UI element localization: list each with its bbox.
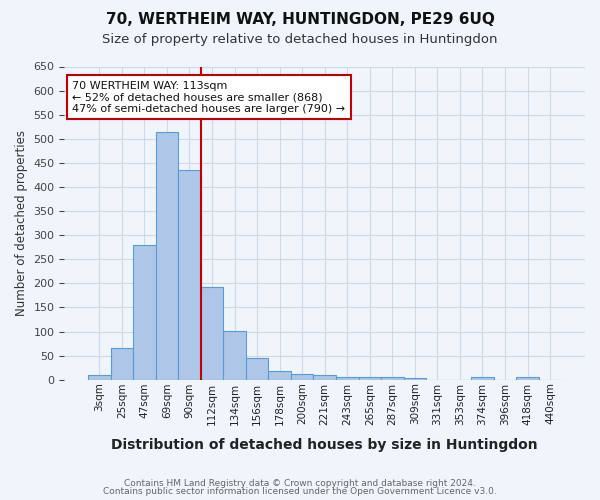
Text: Contains HM Land Registry data © Crown copyright and database right 2024.: Contains HM Land Registry data © Crown c… [124, 478, 476, 488]
Bar [516, 378, 539, 380]
Bar [268, 370, 291, 380]
Text: 70 WERTHEIM WAY: 113sqm
← 52% of detached houses are smaller (868)
47% of semi-d: 70 WERTHEIM WAY: 113sqm ← 52% of detache… [72, 80, 346, 114]
Bar [201, 286, 223, 380]
Bar [471, 378, 494, 380]
Y-axis label: Number of detached properties: Number of detached properties [15, 130, 28, 316]
Text: Size of property relative to detached houses in Huntingdon: Size of property relative to detached ho… [102, 32, 498, 46]
Text: 70, WERTHEIM WAY, HUNTINGDON, PE29 6UQ: 70, WERTHEIM WAY, HUNTINGDON, PE29 6UQ [106, 12, 494, 28]
Bar [133, 245, 155, 380]
Bar [178, 170, 201, 380]
Bar [381, 378, 404, 380]
Text: Contains public sector information licensed under the Open Government Licence v3: Contains public sector information licen… [103, 488, 497, 496]
Bar [223, 330, 246, 380]
X-axis label: Distribution of detached houses by size in Huntingdon: Distribution of detached houses by size … [112, 438, 538, 452]
Bar [313, 376, 336, 380]
Bar [110, 348, 133, 380]
Bar [291, 374, 313, 380]
Bar [359, 378, 381, 380]
Bar [246, 358, 268, 380]
Bar [404, 378, 426, 380]
Bar [336, 377, 359, 380]
Bar [88, 375, 110, 380]
Bar [155, 132, 178, 380]
